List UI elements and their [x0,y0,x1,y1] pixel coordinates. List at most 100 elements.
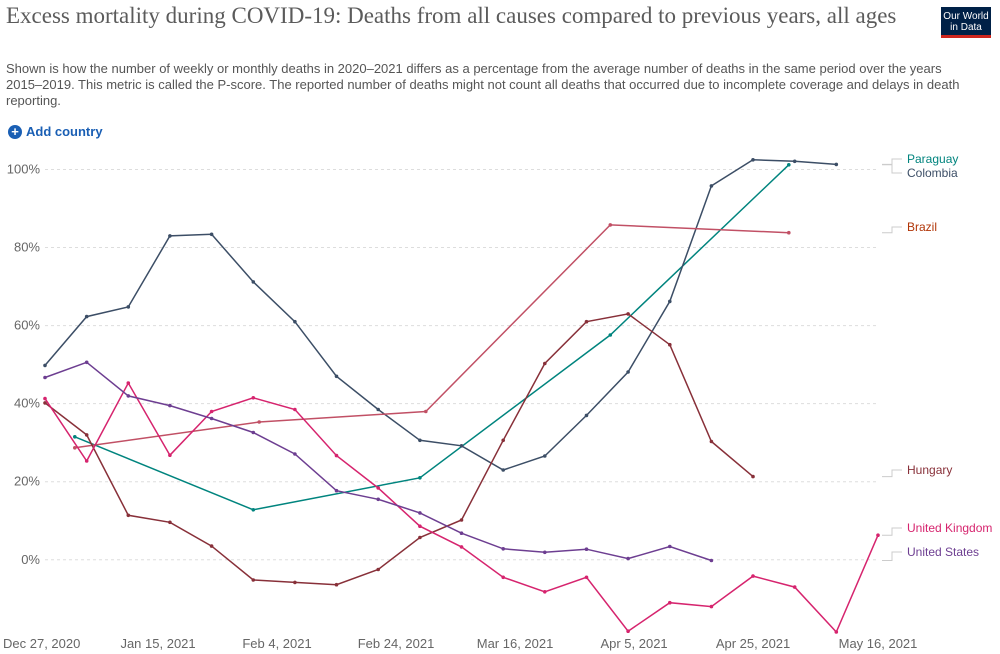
data-point[interactable] [293,452,297,456]
data-point[interactable] [543,454,547,458]
data-point[interactable] [709,558,714,563]
legend-label-paraguay[interactable]: Paraguay [907,152,958,166]
series-hungary[interactable] [43,312,755,587]
data-point[interactable] [626,370,630,374]
data-point[interactable] [168,234,172,238]
data-point[interactable] [251,430,256,435]
data-point[interactable] [459,545,464,549]
data-point[interactable] [209,416,214,421]
data-point[interactable] [584,319,589,324]
data-point[interactable] [543,361,547,366]
series-line-hungary[interactable] [44,313,754,586]
data-point[interactable] [84,433,89,437]
data-point[interactable] [501,547,506,551]
data-point[interactable] [293,580,297,585]
legend-label-brazil[interactable]: Brazil [907,220,937,234]
data-point[interactable] [376,567,381,572]
data-point[interactable] [709,439,714,444]
data-point[interactable] [751,158,755,162]
data-point[interactable] [787,230,791,235]
data-point[interactable] [543,550,547,555]
data-point[interactable] [84,459,89,463]
data-point[interactable] [293,407,297,412]
data-point[interactable] [418,476,422,480]
data-point[interactable] [251,508,256,512]
series-colombia[interactable] [43,158,839,472]
data-point[interactable] [126,381,131,385]
series-line-united-states[interactable] [44,361,712,562]
series-line-colombia[interactable] [44,159,837,471]
data-point[interactable] [834,162,839,167]
data-point[interactable] [418,524,422,528]
data-point[interactable] [608,333,613,337]
data-point[interactable] [84,314,89,319]
legend-label-hungary[interactable]: Hungary [907,463,952,477]
legend-label-united-kingdom[interactable]: United Kingdom [907,521,992,535]
data-point[interactable] [626,556,630,561]
data-point[interactable] [126,394,131,398]
data-point[interactable] [608,223,613,227]
data-point[interactable] [584,547,589,551]
data-point[interactable] [626,312,630,316]
series-united-states[interactable] [43,360,714,563]
data-point[interactable] [751,574,755,578]
data-point[interactable] [709,604,714,609]
data-point[interactable] [876,533,880,537]
series-line-brazil[interactable] [74,224,789,449]
data-point[interactable] [584,413,589,418]
data-point[interactable] [668,342,672,347]
series-united-kingdom[interactable] [43,381,880,634]
data-point[interactable] [501,575,506,580]
data-point[interactable] [584,575,589,580]
data-point[interactable] [376,407,381,412]
data-point[interactable] [43,396,47,401]
series-line-united-kingdom[interactable] [44,381,879,634]
data-point[interactable] [209,232,214,237]
series-paraguay[interactable] [73,163,791,512]
data-point[interactable] [126,513,131,518]
data-point[interactable] [626,629,630,633]
data-point[interactable] [251,280,256,284]
data-point[interactable] [459,518,464,522]
add-country-button[interactable]: + Add country [8,124,103,139]
data-point[interactable] [668,600,672,605]
data-point[interactable] [209,409,214,414]
data-point[interactable] [792,159,797,164]
legend-label-united-states[interactable]: United States [907,545,979,559]
data-point[interactable] [43,401,47,405]
data-point[interactable] [787,163,791,167]
data-point[interactable] [459,531,464,535]
data-point[interactable] [418,511,422,515]
data-point[interactable] [334,488,339,493]
owid-logo[interactable]: Our World in Data [941,7,991,38]
data-point[interactable] [543,590,547,594]
data-point[interactable] [257,420,262,424]
series-line-paraguay[interactable] [74,164,790,511]
data-point[interactable] [751,474,755,479]
data-point[interactable] [334,374,339,379]
data-point[interactable] [73,435,77,439]
series-brazil[interactable] [73,223,791,450]
data-point[interactable] [84,360,89,365]
data-point[interactable] [43,375,47,380]
data-point[interactable] [834,630,839,634]
data-point[interactable] [334,453,339,458]
data-point[interactable] [459,444,464,448]
data-point[interactable] [668,299,672,304]
data-point[interactable] [376,497,381,502]
data-point[interactable] [418,438,422,443]
data-point[interactable] [168,403,172,408]
data-point[interactable] [668,544,672,549]
data-point[interactable] [168,520,172,525]
data-point[interactable] [418,535,422,540]
data-point[interactable] [43,363,47,368]
data-point[interactable] [501,468,506,472]
legend-label-colombia[interactable]: Colombia [907,166,958,180]
data-point[interactable] [168,453,172,458]
data-point[interactable] [334,582,339,587]
data-point[interactable] [126,305,131,309]
data-point[interactable] [251,578,256,582]
data-point[interactable] [424,409,428,414]
data-point[interactable] [501,438,506,443]
data-point[interactable] [251,396,256,400]
